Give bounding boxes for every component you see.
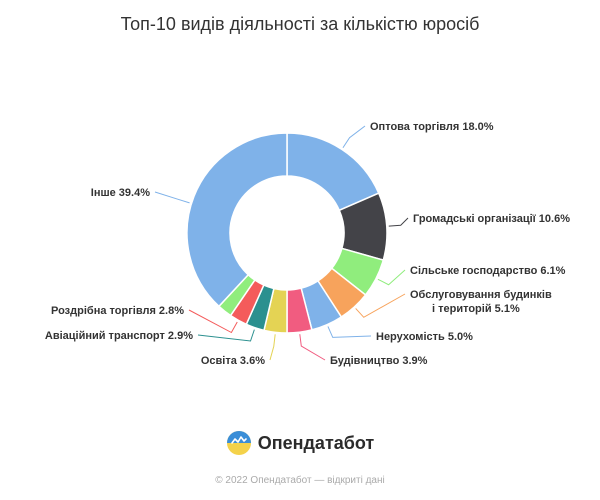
slice-label-3: Сільське господарство 6.1% bbox=[410, 265, 566, 277]
logo-text: Опендатабот bbox=[257, 432, 375, 453]
connector-5 bbox=[327, 326, 372, 338]
slice-label-6: Будівництво 3.9% bbox=[330, 355, 428, 367]
connector-8 bbox=[197, 329, 255, 342]
slice-label-5: Нерухомість 5.0% bbox=[376, 331, 473, 343]
donut-chart: Оптова торгівля 18.0% Громадські організа… bbox=[45, 121, 570, 367]
brand-logo[interactable]: Опендатабот bbox=[0, 430, 600, 456]
connector-9 bbox=[188, 309, 238, 334]
connector-2 bbox=[388, 217, 409, 227]
connectors-layer bbox=[154, 125, 409, 361]
slice-label-8: Авіаційний транспорт 2.9% bbox=[45, 330, 193, 342]
chart-title: Топ-10 видів діяльності за кількістю юро… bbox=[120, 14, 480, 34]
connector-1 bbox=[342, 125, 366, 148]
connector-3 bbox=[377, 269, 406, 286]
connector-7 bbox=[269, 334, 276, 361]
slice-label-7: Освіта 3.6% bbox=[201, 355, 265, 367]
slice-label-1: Оптова торгівля 18.0% bbox=[370, 121, 494, 133]
connector-10 bbox=[154, 191, 190, 204]
footer-text: © 2022 Опендатабот — відкриті дані bbox=[215, 475, 385, 486]
labels-layer: Оптова торгівля 18.0% Громадські організа… bbox=[45, 121, 570, 367]
slice-label-2: Громадські організації 10.6% bbox=[413, 213, 570, 225]
connector-4 bbox=[355, 293, 406, 318]
opendatabot-logo-icon bbox=[226, 431, 251, 455]
slice-label-9: Роздрібна торгівля 2.8% bbox=[51, 305, 184, 317]
connector-6 bbox=[299, 334, 326, 361]
slice-other[interactable] bbox=[186, 132, 288, 308]
slice-label-4: Обслуговування будинків і територій 5.1% bbox=[410, 289, 552, 315]
slice-label-10: Інше 39.4% bbox=[91, 187, 150, 199]
slices-layer bbox=[186, 132, 388, 334]
